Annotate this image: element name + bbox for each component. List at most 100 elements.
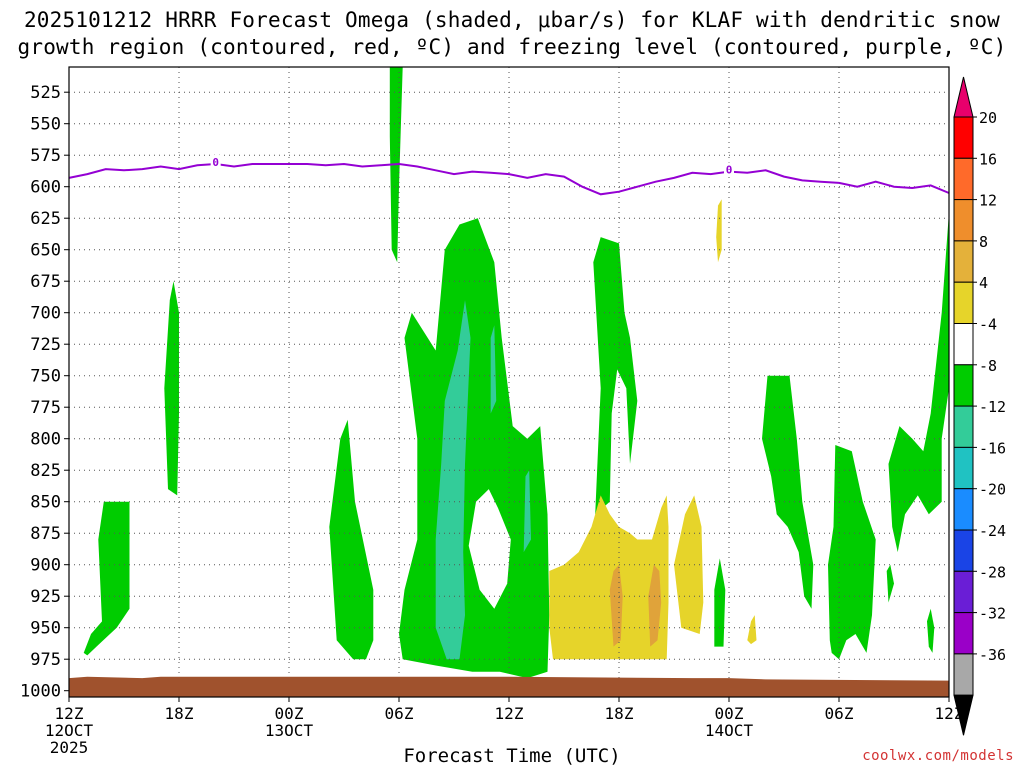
omega-region-orange <box>609 564 623 647</box>
colorbar-top-arrow <box>953 76 974 118</box>
x-tick-label: 06Z <box>385 704 414 723</box>
freezing-label-bg <box>210 155 221 170</box>
colorbar-swatch <box>953 281 974 325</box>
colorbar-label: 4 <box>979 274 988 292</box>
colorbar-swatch <box>953 612 974 655</box>
omega-region-green <box>714 558 726 647</box>
omega-region-green <box>83 501 130 656</box>
y-tick-label: 575 <box>30 146 61 166</box>
x-tick-label: 18Z <box>165 704 194 723</box>
omega-region-yellow <box>674 495 704 634</box>
y-tick-label: 950 <box>30 619 61 639</box>
colorbar-label: -24 <box>979 522 1006 540</box>
omega-region-yellow <box>716 199 722 263</box>
colorbar-swatch <box>953 364 974 407</box>
colorbar-swatch <box>953 199 974 242</box>
y-tick-label: 525 <box>30 83 61 103</box>
omega-region-green <box>888 211 949 553</box>
y-tick-label: 925 <box>30 587 61 607</box>
omega-region-green <box>329 419 374 660</box>
colorbar-swatch <box>953 405 974 448</box>
y-tick-label: 850 <box>30 493 61 513</box>
colorbar-swatch <box>953 323 974 366</box>
freezing-label-bg <box>724 162 734 177</box>
x-tick-label: 00Z <box>275 704 304 723</box>
omega-hole <box>468 489 511 609</box>
y-tick-label: 700 <box>30 304 61 324</box>
y-tick-label: 725 <box>30 335 61 355</box>
omega-region-green <box>399 218 550 679</box>
y-tick-label: 625 <box>30 209 61 229</box>
y-tick-label: 775 <box>30 398 61 418</box>
colorbar-swatch <box>953 157 974 201</box>
x-tick-label: 12Z <box>55 704 84 723</box>
y-tick-label: 1000 <box>20 682 61 702</box>
freezing-level-label: 0 <box>726 164 733 177</box>
y-axis: 525 550 575 600 625 650 675 700 725 750 775 800 825 8… <box>20 83 69 702</box>
colorbar-swatch <box>953 653 974 696</box>
y-tick-label: 800 <box>30 430 61 450</box>
y-tick-label: 550 <box>30 115 61 135</box>
x-tick-year: 2025 <box>50 738 89 757</box>
colorbar-label: 8 <box>979 233 988 251</box>
omega-region-green <box>828 445 876 660</box>
omega-region-teal <box>523 470 531 553</box>
freezing-level-line <box>68 162 950 196</box>
omega-region-yellow <box>747 615 757 645</box>
colorbar-label: -32 <box>979 605 1006 623</box>
colorbar-label: -16 <box>979 439 1006 457</box>
ground-surface <box>69 676 949 697</box>
omega-shading <box>83 67 949 679</box>
colorbar: 20 16 12 8 4 -4 -8 -12 -16 -20 -24 -28 -32 -36 <box>953 76 1006 736</box>
colorbar-bottom-arrow <box>953 694 974 736</box>
omega-region-green <box>886 564 894 603</box>
y-tick-label: 600 <box>30 178 61 198</box>
omega-region-teal <box>490 325 497 414</box>
colorbar-swatch <box>953 446 974 490</box>
omega-region-green <box>164 281 179 496</box>
colorbar-label: -8 <box>979 357 997 375</box>
freezing-level-label: 0 <box>212 156 219 169</box>
colorbar-label: -4 <box>979 316 997 334</box>
x-tick-date: 14OCT <box>705 721 754 740</box>
colorbar-swatch <box>953 529 974 572</box>
colorbar-label: -36 <box>979 646 1006 664</box>
colorbar-label: -28 <box>979 563 1006 581</box>
y-tick-label: 650 <box>30 241 61 261</box>
omega-region-green <box>762 375 814 609</box>
x-axis-title: Forecast Time (UTC) <box>403 745 621 767</box>
grid-lines <box>68 67 950 697</box>
y-tick-label: 750 <box>30 367 61 387</box>
omega-region-green <box>927 608 935 653</box>
x-tick-label: 00Z <box>715 704 744 723</box>
y-tick-label: 975 <box>30 650 61 670</box>
x-tick-date: 13OCT <box>265 721 314 740</box>
omega-region-teal <box>435 300 471 660</box>
y-tick-label: 875 <box>30 524 61 544</box>
colorbar-label: 20 <box>979 109 997 127</box>
y-tick-label: 825 <box>30 461 61 481</box>
x-tick-label: 18Z <box>605 704 634 723</box>
colorbar-label: -12 <box>979 398 1006 416</box>
colorbar-swatch <box>953 116 974 159</box>
colorbar-swatch <box>953 570 974 614</box>
colorbar-label: 16 <box>979 150 997 168</box>
omega-region-green <box>593 237 638 515</box>
colorbar-label: -20 <box>979 481 1006 499</box>
x-tick-label: 06Z <box>825 704 854 723</box>
colorbar-label: 12 <box>979 192 997 210</box>
freezing-level: 00 <box>68 155 950 196</box>
chart-title-line2: growth region (contoured, red, ºC) and f… <box>17 35 1007 59</box>
colorbar-swatch <box>953 240 974 283</box>
y-tick-label: 675 <box>30 272 61 292</box>
x-tick-label: 12Z <box>935 704 964 723</box>
x-tick-date: 12OCT <box>45 721 94 740</box>
x-tick-label: 12Z <box>495 704 524 723</box>
ground-layer <box>69 676 949 697</box>
credit-link[interactable]: coolwx.com/models <box>862 748 1014 764</box>
y-tick-label: 900 <box>30 556 61 576</box>
omega-region-orange <box>648 564 662 647</box>
omega-region-yellow <box>549 495 669 660</box>
